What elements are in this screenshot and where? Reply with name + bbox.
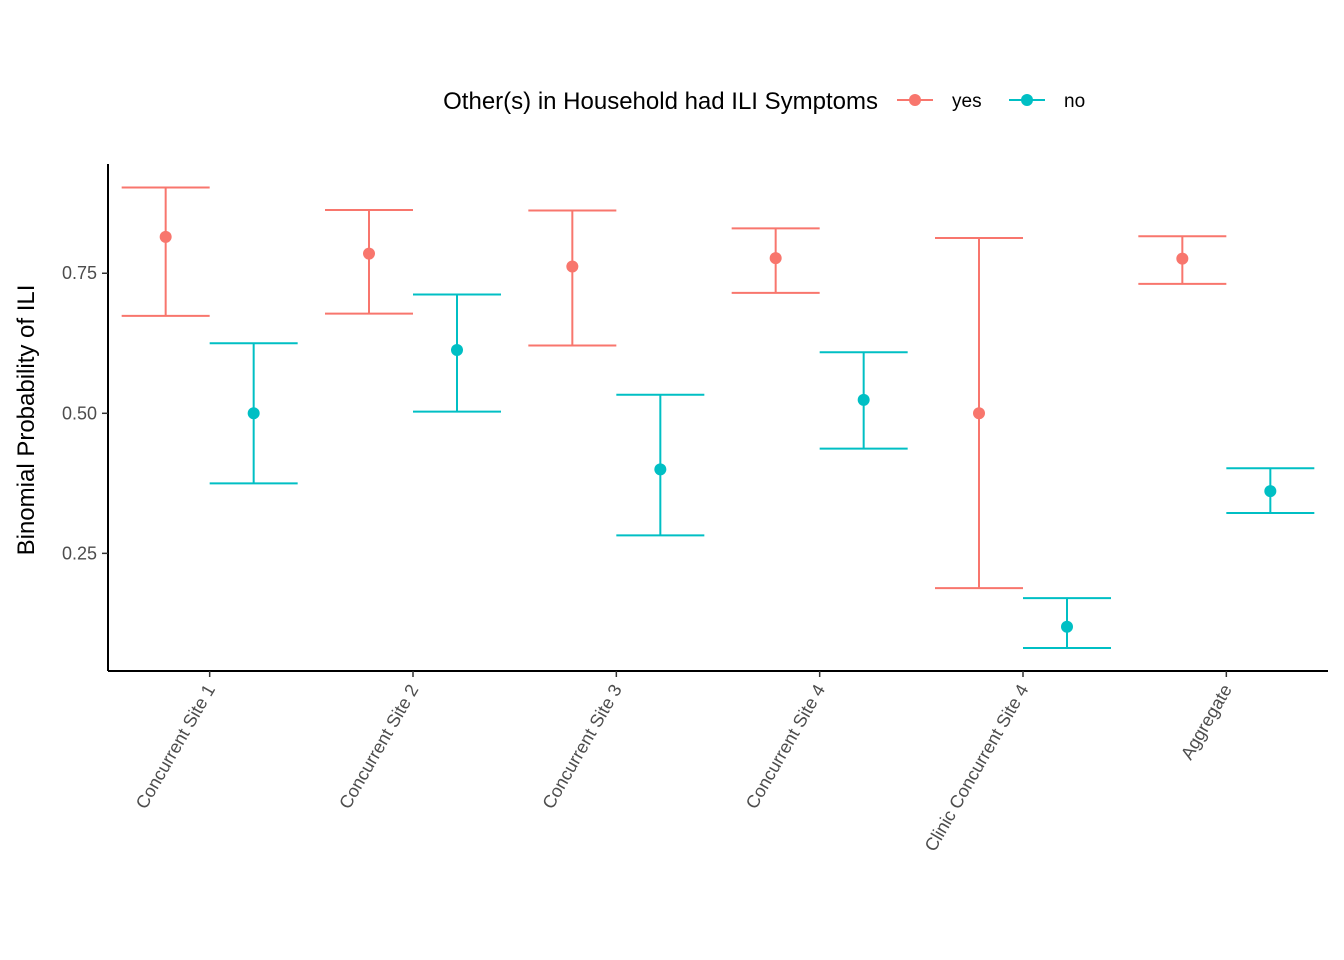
data-point (451, 343, 463, 356)
x-tick-label: Concurrent Site 2 (335, 681, 422, 812)
data-point (566, 260, 579, 273)
y-tick-label: 0.25 (62, 543, 97, 563)
legend-label: yes (952, 91, 982, 112)
data-point (1264, 485, 1277, 498)
plot-marks (121, 186, 1315, 650)
series-yes (121, 186, 1227, 590)
data-point (363, 247, 375, 260)
x-tick-label: Clinic Concurrent Site 4 (921, 681, 1033, 855)
y-tick-label: 0.75 (62, 263, 97, 283)
legend-title: Other(s) in Household had ILI Symptoms (443, 88, 878, 115)
series-no (209, 293, 1315, 650)
legend-key-point (909, 94, 921, 106)
legend-key-point (1021, 94, 1033, 106)
legend-label: no (1064, 91, 1085, 112)
x-tick-label: Aggregate (1177, 681, 1236, 763)
data-point (1061, 620, 1073, 633)
legend-item-yes: yes (897, 91, 982, 112)
axes: 0.25 0.50 0.75 Concurrent Site 1 Concurrent … (62, 164, 1328, 855)
x-tick-label: Concurrent Site 1 (132, 681, 219, 812)
legend-item-no: no (1009, 91, 1085, 112)
x-tick-label: Concurrent Site 4 (742, 681, 829, 812)
y-axis-title: Binomial Probability of ILI (13, 285, 40, 556)
legend: Other(s) in Household had ILI Symptoms y… (443, 88, 1085, 115)
y-tick-label: 0.50 (62, 403, 97, 423)
data-point (769, 252, 782, 265)
data-point (654, 463, 667, 476)
data-point (1176, 252, 1189, 265)
data-point (973, 407, 985, 420)
data-point (159, 230, 172, 243)
x-tick-label: Concurrent Site 3 (538, 681, 625, 812)
data-point (247, 407, 260, 420)
data-point (857, 393, 870, 406)
